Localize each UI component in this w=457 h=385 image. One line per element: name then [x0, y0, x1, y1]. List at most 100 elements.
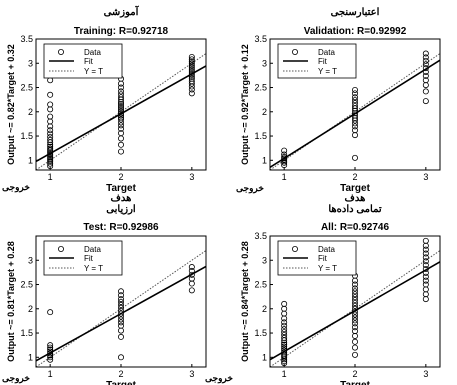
data-point — [281, 322, 288, 329]
data-point — [47, 309, 54, 316]
data-point — [118, 296, 125, 303]
y-tick-label: 3.5 — [20, 34, 33, 44]
side-label: خروجی — [2, 373, 30, 384]
legend-data-marker — [58, 49, 65, 56]
panel-title-fa: آموزشی — [104, 5, 140, 18]
data-point — [422, 286, 429, 293]
data-point — [188, 86, 195, 93]
data-point — [351, 277, 358, 284]
data-point — [118, 101, 125, 108]
data-point — [422, 54, 429, 61]
regression-panel-4: تمامی داده‌ها All: R=0.92746 1 2 3 1 1.5 2 2.5 3 3… — [205, 204, 441, 385]
regression-panel-3: ارزیابی Test: R=0.92986 1 2 3 1 1.5 2 2.5 3 Target… — [2, 204, 207, 385]
data-point — [188, 287, 195, 294]
data-point — [118, 304, 125, 311]
panel-title-fa: ارزیابی — [106, 204, 136, 215]
data-point — [188, 275, 195, 282]
data-point — [351, 317, 358, 324]
legend-label: Y = T — [318, 264, 337, 273]
data-point — [281, 300, 288, 307]
data-point — [351, 302, 358, 309]
data-point — [281, 334, 288, 341]
legend-data-marker — [58, 245, 65, 252]
y-tick-label: 2.5 — [20, 83, 33, 93]
data-point — [422, 98, 429, 105]
data-point — [351, 351, 358, 358]
x-tick-label: 3 — [189, 369, 194, 379]
panel-title: Training: R=0.92718 — [74, 26, 169, 37]
legend-label: Y = T — [84, 67, 103, 76]
data-point — [47, 354, 54, 361]
data-point — [281, 329, 288, 336]
data-point — [118, 301, 125, 308]
data-point — [118, 91, 125, 98]
panel-title: Test: R=0.92986 — [83, 222, 159, 233]
data-point — [188, 58, 195, 65]
data-point — [118, 327, 125, 334]
data-point — [422, 291, 429, 298]
legend-label: Fit — [84, 254, 94, 263]
data-point — [47, 344, 54, 351]
regression-panel-2: اعتبارسنجی Validation: R=0.92992 1 2 3 1 1.5 2 2… — [236, 7, 441, 204]
data-point — [351, 281, 358, 288]
data-point — [422, 82, 429, 89]
data-point — [351, 86, 358, 93]
side-label: خروجی — [2, 182, 30, 193]
identity-line — [36, 53, 206, 170]
plot-area — [36, 250, 206, 367]
data-point — [351, 294, 358, 301]
y-tick-label: 3 — [262, 255, 267, 265]
data-point — [281, 151, 288, 158]
data-point — [351, 94, 358, 101]
y-tick-label: 2 — [28, 107, 33, 117]
fit-line — [36, 265, 206, 362]
data-point — [188, 280, 195, 287]
data-point — [118, 288, 125, 295]
data-point — [188, 56, 195, 63]
identity-line — [36, 250, 206, 367]
data-point — [351, 299, 358, 306]
data-point — [118, 114, 125, 121]
data-point — [118, 148, 125, 155]
y-tick-label: 2 — [28, 304, 33, 314]
data-point — [47, 350, 54, 357]
x-tick-label: 2 — [352, 172, 357, 182]
data-point — [351, 102, 358, 109]
data-point — [188, 78, 195, 85]
data-point — [351, 285, 358, 292]
data-point — [47, 342, 54, 349]
y-axis-label: Output ~= 0.92*Target + 0.12 — [240, 44, 250, 165]
data-point — [351, 320, 358, 327]
x-axis-label: Target — [106, 183, 136, 194]
data-point — [118, 122, 125, 129]
data-point — [188, 60, 195, 67]
data-point — [47, 91, 54, 98]
y-tick-label: 1.5 — [254, 131, 267, 141]
data-point — [422, 254, 429, 261]
y-tick-label: 3 — [28, 58, 33, 68]
data-point — [281, 305, 288, 312]
data-point — [351, 127, 358, 134]
data-point — [351, 311, 358, 318]
data-point — [351, 90, 358, 97]
data-point — [422, 57, 429, 64]
data-point — [351, 288, 358, 295]
data-point — [188, 64, 195, 71]
x-axis-label-fa: هدف — [345, 193, 366, 204]
data-point — [422, 277, 429, 284]
data-point — [351, 97, 358, 104]
y-tick-label: 2.5 — [20, 280, 33, 290]
y-tick-label: 1.5 — [254, 328, 267, 338]
data-point — [351, 154, 358, 161]
x-axis-label: Target — [340, 380, 370, 385]
data-point — [351, 344, 358, 351]
fit-line — [270, 261, 440, 361]
data-point — [47, 127, 54, 134]
data-point — [47, 136, 54, 143]
data-point — [118, 84, 125, 91]
data-point — [351, 328, 358, 335]
data-point — [351, 332, 358, 339]
x-tick-label: 2 — [352, 369, 357, 379]
